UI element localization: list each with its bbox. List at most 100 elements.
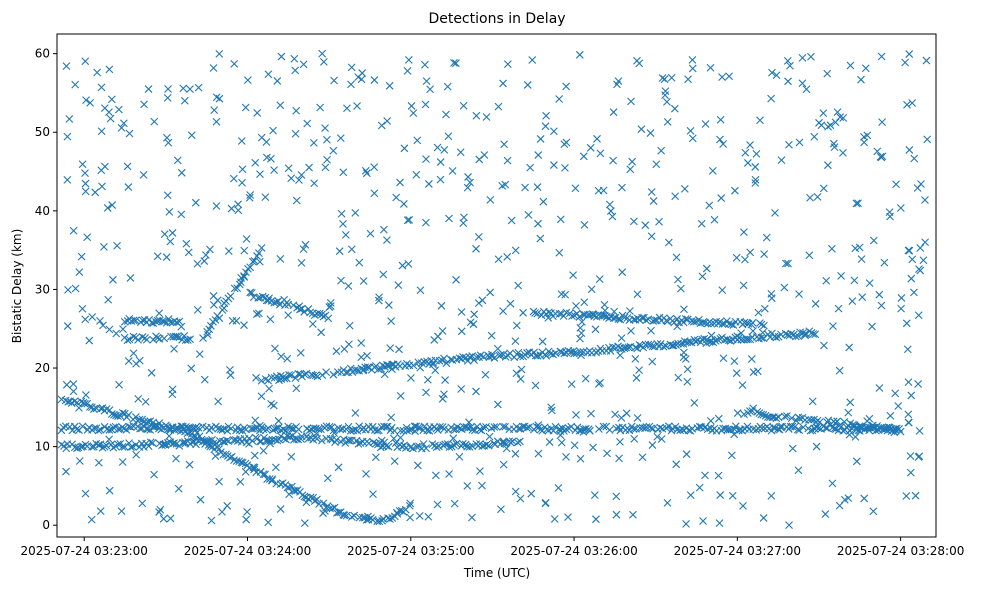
data-point: [648, 441, 657, 449]
data-point: [347, 63, 356, 72]
x-tick-label: 2025-07-24 03:24:00: [184, 544, 311, 558]
data-point: [576, 348, 585, 356]
data-point: [71, 80, 80, 89]
data-point: [539, 197, 548, 206]
data-point: [109, 275, 117, 284]
data-point: [472, 111, 481, 120]
data-point: [531, 381, 540, 390]
data-point: [156, 505, 165, 514]
data-point: [100, 442, 109, 451]
data-point: [235, 280, 244, 289]
data-point: [319, 499, 328, 508]
data-point: [550, 161, 558, 169]
data-point: [549, 426, 558, 435]
data-point: [748, 318, 757, 327]
data-point: [82, 96, 90, 104]
data-point: [580, 298, 589, 307]
data-point: [819, 109, 828, 117]
data-point: [285, 490, 293, 499]
data-point: [300, 519, 309, 528]
data-point: [732, 253, 741, 262]
data-point: [846, 61, 855, 70]
data-point: [892, 180, 900, 189]
data-point: [644, 340, 653, 349]
data-point: [219, 450, 228, 459]
data-point: [852, 199, 861, 208]
data-point: [569, 271, 578, 279]
data-point: [438, 394, 447, 403]
data-point: [771, 208, 779, 217]
data-point: [62, 62, 71, 70]
data-point: [153, 333, 162, 342]
data-point: [232, 457, 241, 465]
data-point: [210, 106, 219, 114]
data-point: [594, 425, 603, 433]
data-point: [845, 430, 854, 439]
data-point: [468, 513, 476, 522]
data-point: [528, 56, 537, 64]
data-point: [297, 435, 305, 443]
data-point: [100, 243, 108, 251]
data-point: [94, 426, 103, 435]
data-point: [501, 422, 510, 431]
data-point: [356, 439, 365, 447]
data-point: [849, 420, 857, 429]
data-point: [683, 377, 692, 386]
data-point: [486, 196, 495, 204]
data-point: [243, 76, 252, 84]
data-point: [323, 155, 331, 164]
data-point: [234, 200, 242, 209]
data-point: [910, 154, 919, 163]
data-point: [288, 482, 296, 491]
data-point: [294, 370, 303, 378]
data-point: [516, 352, 525, 361]
data-point: [702, 264, 711, 273]
data-point: [193, 306, 202, 314]
data-point: [901, 58, 910, 67]
data-point: [618, 268, 627, 277]
data-point: [155, 508, 163, 516]
data-point: [81, 179, 90, 188]
data-point: [247, 289, 256, 297]
data-point: [409, 109, 418, 118]
data-point: [472, 387, 480, 396]
data-point: [273, 77, 282, 85]
data-point: [743, 159, 752, 167]
data-point: [502, 444, 511, 453]
data-point: [458, 439, 467, 448]
data-point: [200, 375, 209, 384]
data-point: [80, 399, 89, 408]
data-point: [700, 334, 709, 343]
data-point: [346, 426, 355, 435]
data-point: [114, 412, 122, 421]
data-point: [775, 425, 784, 434]
data-point: [681, 315, 690, 323]
data-point: [269, 426, 277, 434]
data-point: [437, 301, 446, 310]
data-point: [772, 414, 781, 423]
data-point: [713, 335, 722, 344]
data-point: [406, 499, 415, 508]
data-point: [459, 101, 468, 110]
data-point: [266, 439, 275, 448]
data-point: [297, 171, 306, 179]
data-point: [330, 76, 338, 85]
data-point: [387, 413, 396, 422]
data-point: [78, 160, 87, 169]
data-point: [628, 157, 637, 166]
data-point: [182, 239, 191, 248]
data-point: [463, 183, 472, 192]
data-point: [141, 397, 150, 406]
data-point: [907, 391, 916, 400]
data-point: [701, 471, 709, 480]
data-point: [474, 232, 483, 241]
data-point: [357, 339, 366, 347]
data-point: [362, 469, 370, 478]
data-point: [241, 103, 250, 112]
data-point: [794, 332, 803, 341]
data-point: [718, 73, 726, 82]
data-point: [498, 438, 507, 447]
data-point: [262, 138, 271, 146]
data-point: [549, 350, 558, 359]
data-point: [575, 313, 584, 321]
